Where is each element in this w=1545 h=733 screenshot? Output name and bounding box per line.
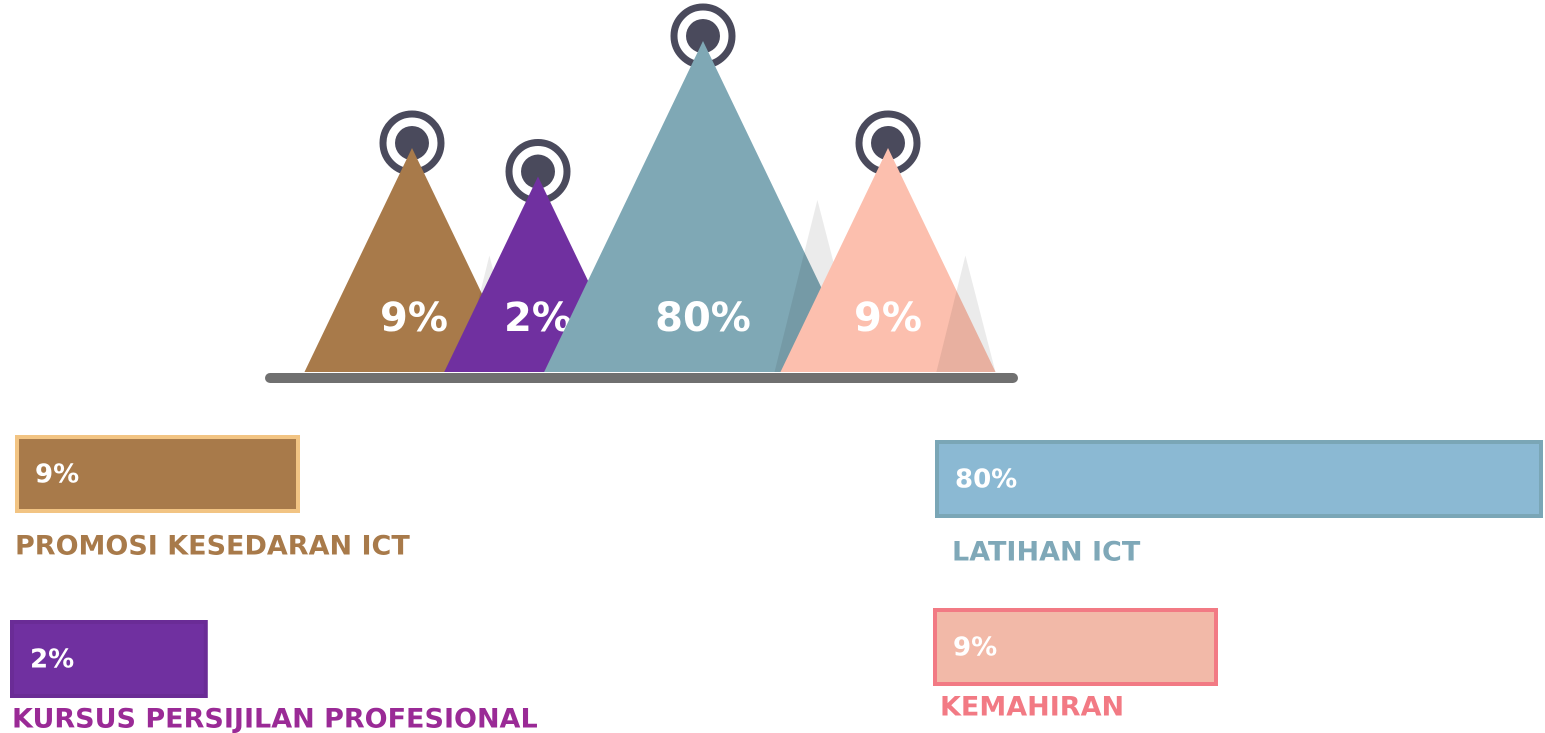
bar-label: 2% — [30, 645, 74, 675]
legend-bar — [937, 442, 1541, 516]
bar-label: 9% — [953, 633, 997, 663]
bar-label: 80% — [955, 465, 1017, 495]
triangle-label: 80% — [655, 295, 751, 341]
platform — [265, 373, 1018, 383]
category-label: PROMOSI KESEDARAN ICT — [15, 531, 410, 562]
bar-label: 9% — [35, 460, 79, 490]
category-label: KURSUS PERSIJILAN PROFESIONAL — [12, 704, 538, 733]
triangle-label: 9% — [854, 295, 922, 341]
category-label: LATIHAN ICT — [952, 537, 1141, 568]
triangle-label: 9% — [380, 295, 448, 341]
legend-bars: 9% PROMOSI KESEDARAN ICT 2% KURSUS PERSIJIL… — [12, 437, 1541, 733]
category-label: KEMAHIRAN — [940, 692, 1124, 723]
chart: 9% 2% 80% 9% 9% PROMOSI KESEDARAN ICT 2% KURSU… — [0, 0, 1545, 733]
triangle-label: 2% — [504, 295, 572, 341]
triangles: 9% 2% 80% 9% — [304, 7, 995, 372]
